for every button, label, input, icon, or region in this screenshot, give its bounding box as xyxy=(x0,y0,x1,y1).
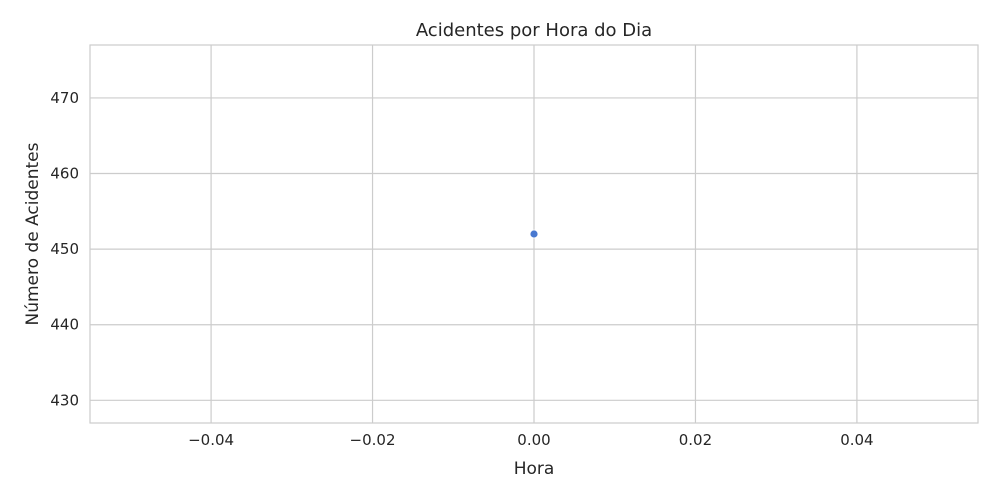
x-tick-label: −0.02 xyxy=(350,431,396,449)
y-tick-label: 450 xyxy=(50,240,79,258)
data-points xyxy=(529,229,539,239)
y-tick-label: 460 xyxy=(50,165,79,183)
x-axis-label: Hora xyxy=(514,459,555,479)
y-tick-label: 470 xyxy=(50,89,79,107)
x-tick-label: −0.04 xyxy=(188,431,234,449)
grid-lines xyxy=(90,45,978,423)
x-axis-ticks: −0.04 −0.02 0.00 0.02 0.04 xyxy=(188,431,874,449)
x-tick-label: 0.00 xyxy=(517,431,550,449)
x-tick-label: 0.02 xyxy=(679,431,712,449)
data-point xyxy=(529,229,539,239)
y-axis-label: Número de Acidentes xyxy=(23,142,43,325)
y-tick-label: 430 xyxy=(50,391,79,409)
chart-title: Acidentes por Hora do Dia xyxy=(416,20,652,41)
x-tick-label: 0.04 xyxy=(840,431,873,449)
plot-area-frame xyxy=(89,44,979,424)
y-tick-label: 440 xyxy=(50,316,79,334)
y-axis-ticks: 430 440 450 460 470 xyxy=(50,89,79,409)
